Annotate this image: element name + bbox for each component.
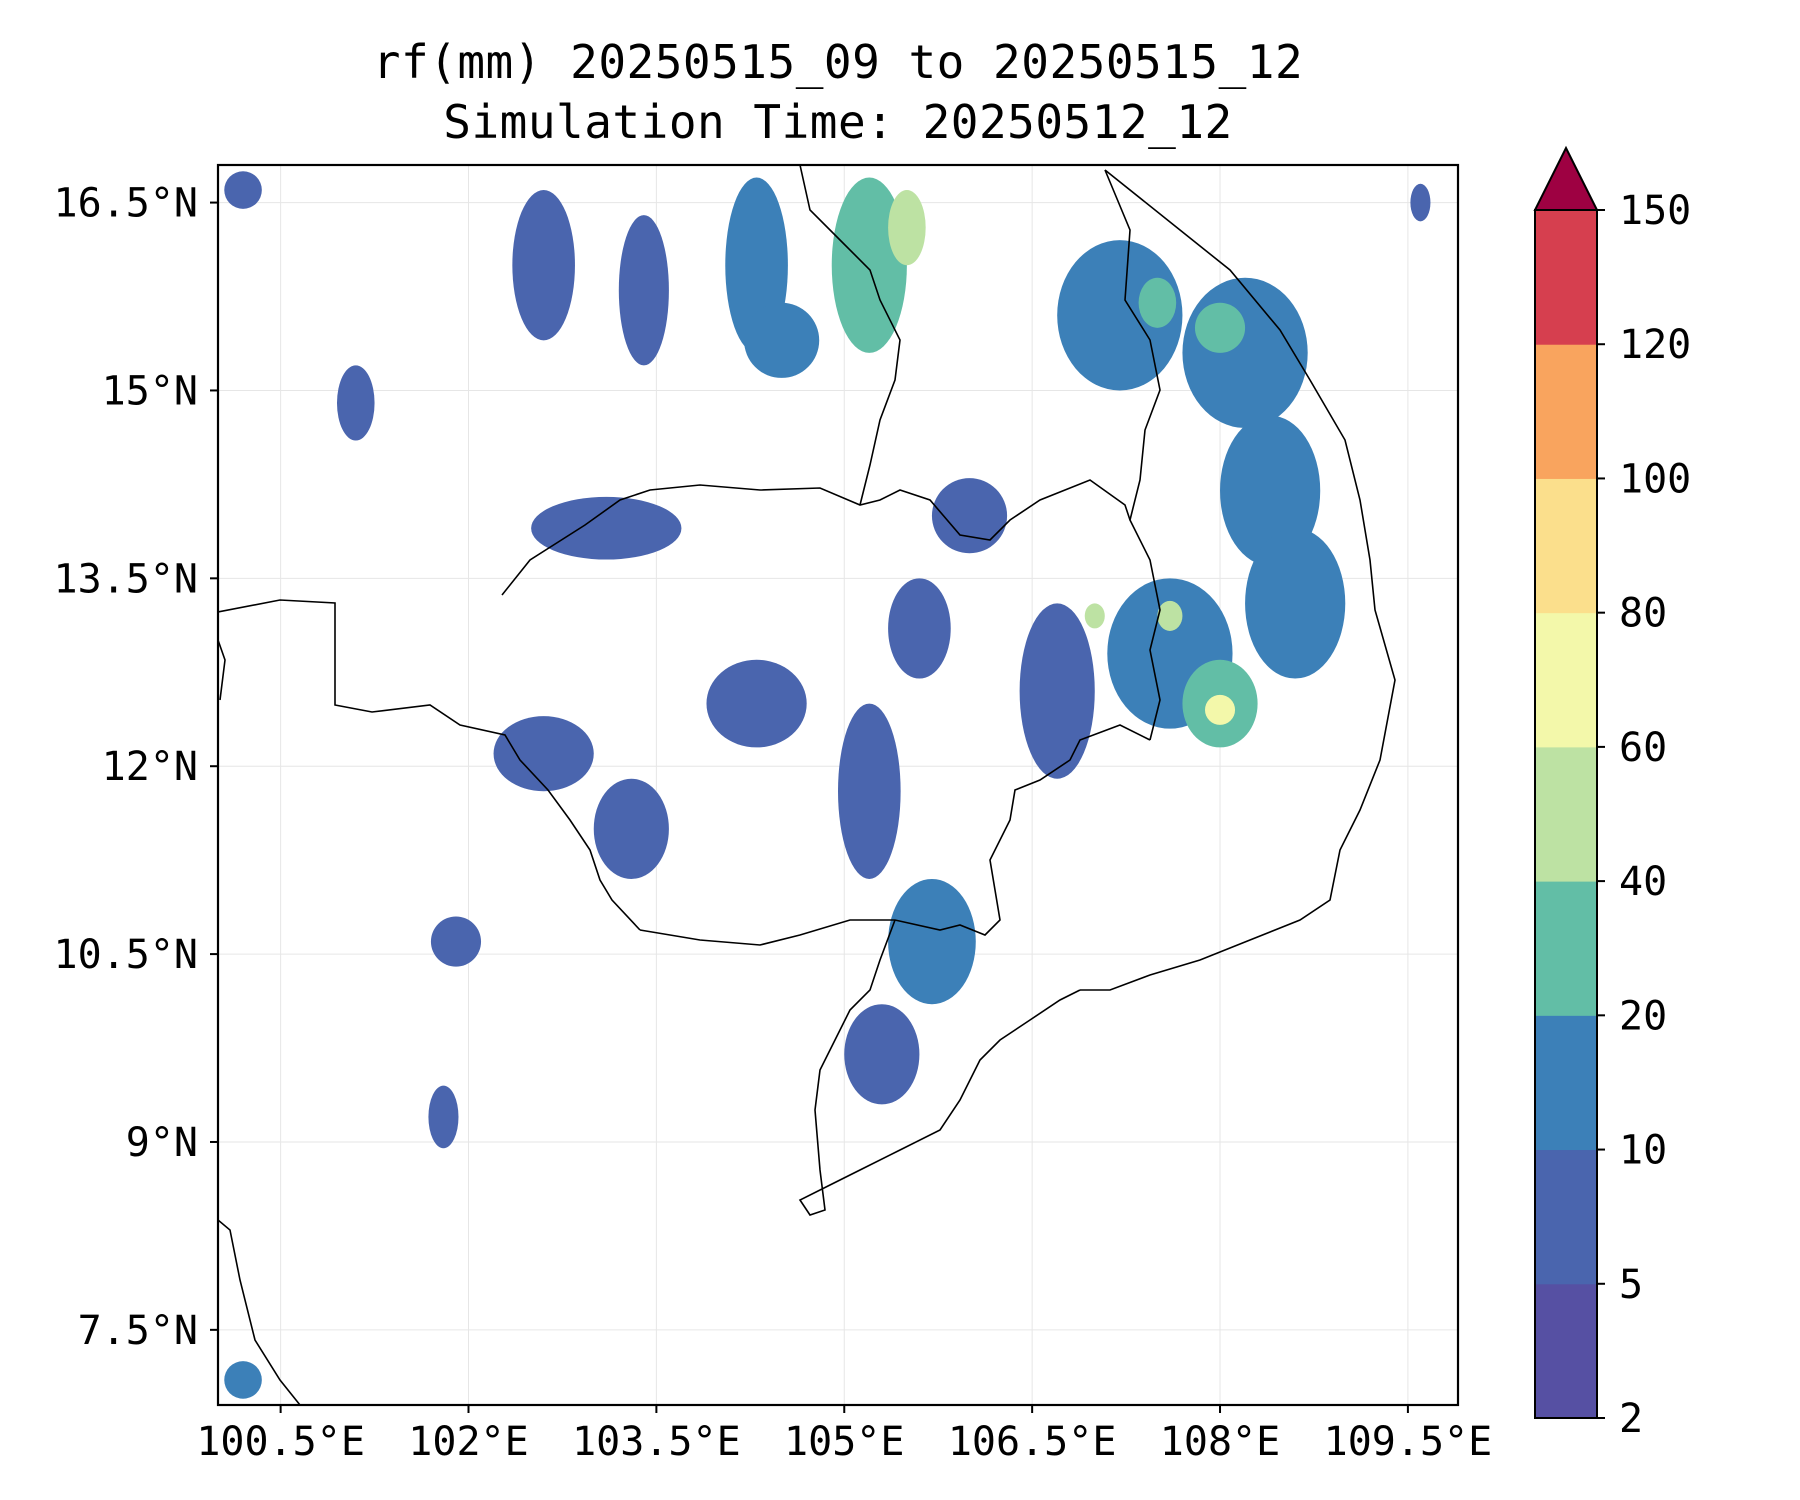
peninsula-coast — [218, 1219, 301, 1405]
rainfall-cell — [744, 302, 820, 378]
longitude-axis-ticks: 100.5°E 102°E 103.5°E 105°E 106.5°E 108°E 109.… — [196, 1405, 1492, 1465]
rainfall-cell — [1220, 415, 1321, 566]
colorbar-tick-label: 80 — [1619, 591, 1667, 637]
rainfall-cell — [531, 496, 682, 560]
rainfall-cell — [706, 659, 807, 748]
lon-tick-label: 106.5°E — [948, 1419, 1117, 1465]
rainfall-cell — [493, 716, 594, 792]
lon-tick-label: 109.5°E — [1324, 1419, 1493, 1465]
rainfall-cell — [888, 190, 926, 266]
lat-tick-label: 10.5°N — [54, 932, 199, 978]
colorbar-tick-label: 5 — [1619, 1262, 1643, 1308]
lat-tick-label: 15°N — [102, 368, 198, 414]
cambodia-south-border — [639, 724, 1151, 946]
colorbar-segment — [1535, 1015, 1597, 1151]
plot-title-line-1: rf(mm) 20250515_09 to 20250515_12 — [372, 35, 1304, 89]
rainfall-cell — [1410, 183, 1431, 222]
rainfall-cell — [1084, 603, 1105, 629]
lon-tick-label: 102°E — [408, 1419, 528, 1465]
colorbar-frame — [1534, 209, 1598, 1419]
lat-tick-label: 13.5°N — [54, 556, 199, 602]
plot-title-line-2: Simulation Time: 20250512_12 — [443, 95, 1233, 149]
rainfall-cell — [1019, 603, 1095, 779]
coastline-gulf-of-thailand — [218, 599, 641, 931]
lat-tick-label: 16.5°N — [54, 181, 199, 227]
map-frame — [216, 163, 1460, 1407]
colorbar-segment — [1535, 344, 1597, 479]
rainfall-cell — [831, 177, 907, 353]
rainfall-contours — [224, 171, 1431, 1399]
laos-vietnam-border — [1104, 169, 1161, 741]
lat-tick-label: 9°N — [126, 1120, 198, 1166]
colorbar-segment — [1535, 612, 1597, 748]
rainfall-cell — [1057, 240, 1183, 391]
rainfall-cell — [1138, 277, 1177, 328]
colorbar-segment — [1535, 210, 1597, 345]
rainfall-cell — [888, 878, 976, 1005]
lon-tick-label: 100.5°E — [196, 1419, 365, 1465]
colorbar-tick-label: 40 — [1619, 859, 1667, 905]
colorbar-tick-label: 2 — [1619, 1396, 1643, 1442]
mekong-delta-coast — [798, 919, 1081, 1216]
cambodia-thailand-border — [501, 479, 1131, 596]
lat-tick-label: 12°N — [102, 744, 198, 790]
colorbar-segment — [1535, 1149, 1597, 1285]
rainfall-cell — [1194, 302, 1246, 353]
rainfall-cell — [593, 778, 669, 879]
laos-border-west — [799, 165, 901, 506]
rainfall-cell — [888, 578, 951, 679]
colorbar-segment — [1535, 1283, 1597, 1419]
lat-tick-label: 7.5°N — [78, 1308, 198, 1354]
lon-tick-label: 105°E — [784, 1419, 904, 1465]
vietnam-coast-east — [1080, 169, 1396, 991]
lon-tick-label: 108°E — [1160, 1419, 1280, 1465]
rainfall-cell — [1204, 694, 1236, 725]
latitude-axis-ticks: 16.5°N 15°N 13.5°N 12°N 10.5°N 9°N 7.5°N — [54, 181, 218, 1354]
rainfall-cell — [512, 190, 575, 341]
rainfall-cell — [430, 916, 482, 967]
rainfall-cell — [931, 478, 1008, 554]
colorbar-extend-triangle — [1533, 145, 1599, 211]
rainfall-cell — [1182, 277, 1308, 429]
rainfall-cell — [844, 1004, 920, 1105]
rainfall-cell — [224, 171, 262, 209]
rainfall-cell — [838, 703, 901, 879]
thailand-east-coast — [218, 639, 226, 701]
colorbar-segment — [1535, 478, 1597, 614]
colorbar-segment — [1535, 881, 1597, 1016]
colorbar-tick-label: 100 — [1619, 456, 1691, 502]
colorbar-tick-label: 150 — [1619, 188, 1691, 234]
coastlines-and-borders — [218, 165, 1396, 1405]
colorbar: 2 5 10 20 40 60 80 100 120 150 — [1533, 145, 1691, 1442]
rainfall-cell — [428, 1085, 459, 1149]
rainfall-cell — [224, 1361, 262, 1399]
colorbar-tick-label: 120 — [1619, 322, 1691, 368]
colorbar-tick-label: 60 — [1619, 725, 1667, 771]
lon-tick-label: 103.5°E — [572, 1419, 741, 1465]
rainfall-cell — [1245, 528, 1346, 679]
rainfall-cell — [1157, 600, 1183, 631]
colorbar-tick-label: 10 — [1619, 1128, 1667, 1174]
rainfall-cell — [336, 365, 375, 441]
colorbar-tick-label: 20 — [1619, 993, 1667, 1039]
colorbar-segment — [1535, 746, 1597, 882]
rainfall-cell — [618, 215, 669, 366]
